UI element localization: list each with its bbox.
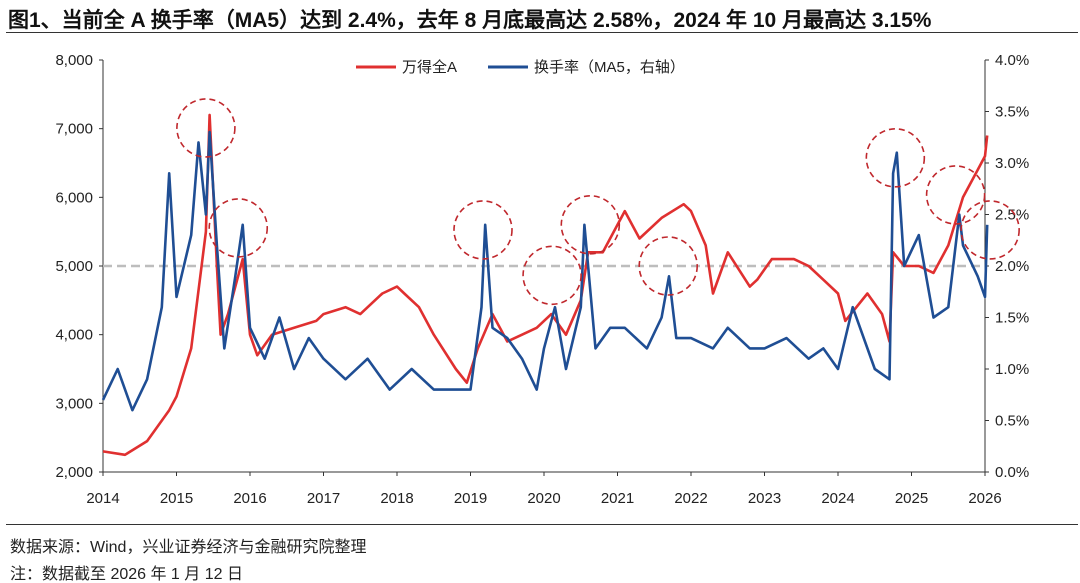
left-tick-label: 5,000 <box>55 258 93 275</box>
right-tick-label: 1.5% <box>995 310 1029 327</box>
x-tick-label: 2026 <box>968 490 1001 507</box>
series-line-turnover-ma5 <box>101 130 989 412</box>
x-tick-label: 2022 <box>674 490 707 507</box>
highlight-circle <box>960 200 1020 260</box>
highlight-circle <box>925 165 986 225</box>
series-line-wind-all-a <box>102 113 989 457</box>
right-tick-label: 0.5% <box>995 413 1029 430</box>
right-tick-label: 0.0% <box>995 464 1029 481</box>
legend-label: 万得全A <box>402 58 457 76</box>
highlight-circle <box>208 198 269 258</box>
x-tick-label: 2020 <box>527 490 560 507</box>
date-note: 注：数据截至 2026 年 1 月 12 日 <box>10 566 243 583</box>
highlight-circle <box>453 200 513 260</box>
x-tick-label: 2023 <box>748 490 781 507</box>
highlight-circle <box>560 195 621 255</box>
right-tick-label: 3.5% <box>995 104 1029 121</box>
x-tick-label: 2025 <box>895 490 928 507</box>
right-tick-label: 4.0% <box>995 52 1029 69</box>
left-tick-label: 7,000 <box>55 121 93 138</box>
x-tick-label: 2021 <box>601 490 634 507</box>
left-tick-label: 2,000 <box>55 464 93 481</box>
source-note: 数据来源：Wind，兴业证券经济与金融研究院整理 <box>10 539 367 556</box>
highlight-circle <box>865 128 926 188</box>
figure-title: 图1、当前全 A 换手率（MA5）达到 2.4%，去年 8 月底最高达 2.58… <box>8 9 932 32</box>
highlight-circle <box>176 98 236 158</box>
highlight-circle <box>522 245 582 306</box>
left-tick-label: 8,000 <box>55 52 93 69</box>
line-chart: 2,000 3,000 4,000 5,000 6,000 7,000 8,000 0.0% 0… <box>55 52 1029 507</box>
footer-rule <box>6 524 1078 525</box>
left-tick-label: 4,000 <box>55 327 93 344</box>
x-tick-label: 2017 <box>307 490 340 507</box>
x-tick-label: 2018 <box>380 490 413 507</box>
left-tick-label: 3,000 <box>55 395 93 412</box>
x-tick-label: 2024 <box>821 490 854 507</box>
left-tick-label: 6,000 <box>55 189 93 206</box>
right-tick-label: 2.5% <box>995 207 1029 224</box>
right-tick-label: 1.0% <box>995 361 1029 378</box>
x-tick-label: 2016 <box>233 490 266 507</box>
title-rule <box>6 32 1078 33</box>
x-tick-label: 2019 <box>454 490 487 507</box>
x-tick-label: 2014 <box>86 490 119 507</box>
right-tick-label: 2.0% <box>995 258 1029 275</box>
right-tick-label: 3.0% <box>995 155 1029 172</box>
legend-label: 换手率（MA5，右轴） <box>534 59 685 76</box>
highlight-circle <box>638 236 699 296</box>
x-tick-label: 2015 <box>160 490 193 507</box>
